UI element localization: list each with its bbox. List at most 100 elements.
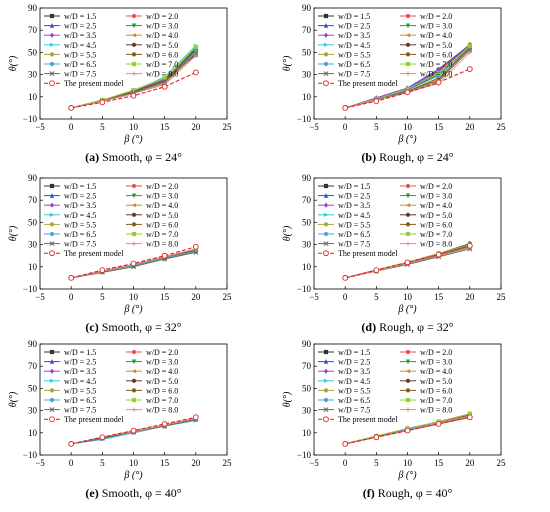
x-tick-label: 5	[374, 292, 379, 302]
legend-marker	[49, 416, 55, 423]
legend-entry: w/D = 4.0	[400, 367, 452, 376]
legend-label: w/D = 2.5	[64, 358, 96, 367]
legend-marker	[131, 241, 137, 246]
legend-marker	[405, 183, 411, 189]
data-point	[405, 86, 410, 92]
legend-marker	[323, 407, 329, 413]
x-tick-label: 10	[129, 292, 139, 302]
legend-entry: w/D = 3.0	[126, 358, 178, 367]
legend-label: w/D = 7.0	[420, 396, 452, 405]
legend-marker	[405, 193, 411, 199]
legend-entry: w/D = 5.5	[318, 220, 370, 229]
legend-entry: w/D = 3.0	[126, 192, 178, 201]
legend-marker	[405, 369, 411, 374]
legend-entry: w/D = 6.5	[318, 230, 370, 239]
legend-marker	[323, 359, 329, 364]
legend-entry: w/D = 5.5	[44, 220, 96, 229]
legend-marker	[323, 13, 329, 19]
data-point	[162, 75, 167, 81]
legend-label: w/D = 6.5	[338, 60, 370, 69]
x-tick-label: 15	[434, 122, 444, 132]
legend-entry: w/D = 5.0	[400, 211, 452, 220]
legend-marker	[405, 71, 411, 76]
legend-marker	[131, 61, 137, 67]
legend-marker	[323, 61, 329, 67]
data-point	[161, 421, 168, 427]
x-tick-label: 10	[403, 122, 413, 132]
legend-entry: w/D = 3.0	[126, 22, 178, 31]
legend-label: w/D = 4.5	[338, 211, 370, 220]
legend-entry: w/D = 4.0	[400, 201, 452, 210]
caption-letter: (d)	[361, 320, 376, 334]
y-tick-label: 10	[302, 92, 312, 102]
caption-letter: (e)	[85, 486, 98, 500]
y-tick-label: 30	[302, 70, 312, 80]
legend-label: w/D = 8.0	[146, 240, 178, 249]
data-point	[192, 69, 199, 76]
legend-label: w/D = 6.5	[338, 396, 370, 405]
legend-label: w/D = 4.5	[338, 377, 370, 386]
data-point	[467, 411, 472, 417]
legend-entry: w/D = 6.5	[44, 230, 96, 239]
legend-marker	[323, 202, 329, 208]
legend-marker	[323, 32, 329, 38]
legend-label: w/D = 1.5	[64, 12, 96, 21]
data-point	[466, 414, 473, 421]
legend-label: The present model	[64, 415, 124, 424]
legend-marker	[131, 407, 137, 412]
legend-marker	[131, 369, 137, 374]
y-axis-label: θ(°)	[8, 225, 19, 241]
legend-label: w/D = 6.0	[420, 50, 452, 59]
legend-label: w/D = 7.5	[64, 240, 96, 249]
legend-entry: w/D = 8.0	[126, 70, 178, 79]
x-tick-label: 15	[160, 122, 170, 132]
legend-label: w/D = 2.0	[146, 348, 178, 357]
legend-entry: w/D = 6.5	[44, 60, 96, 69]
legend-entry: w/D = 7.5	[44, 406, 96, 415]
legend-label: w/D = 5.5	[338, 386, 370, 395]
legend-marker	[49, 71, 55, 77]
y-tick-label: 30	[28, 240, 38, 250]
x-tick-label: 15	[434, 458, 444, 468]
legend-entry: w/D = 5.5	[318, 386, 370, 395]
y-tick-label: 90	[302, 3, 312, 13]
legend-entry: w/D = 3.5	[44, 367, 96, 376]
series-line-14	[345, 245, 470, 279]
legend-marker	[49, 80, 55, 87]
legend-marker	[49, 241, 55, 247]
x-tick-label: 0	[343, 458, 348, 468]
data-point	[404, 427, 411, 434]
y-tick-label: 30	[302, 240, 312, 250]
legend-marker	[323, 241, 329, 247]
data-point	[435, 421, 442, 427]
data-point	[99, 434, 106, 441]
legend-marker	[405, 388, 411, 393]
legend-marker	[405, 407, 411, 412]
legend-label: w/D = 7.0	[420, 60, 452, 69]
legend-entry: w/D = 7.0	[126, 230, 178, 239]
y-tick-label: 50	[28, 217, 38, 227]
caption-letter: (f)	[363, 486, 375, 500]
legend-label: w/D = 3.5	[338, 31, 370, 40]
legend-marker	[323, 212, 329, 217]
legend-marker	[49, 61, 55, 67]
legend-marker	[323, 388, 329, 393]
panel-caption: (e) Smooth, φ = 40°	[85, 486, 181, 500]
legend-marker	[405, 222, 411, 227]
legend-label: w/D = 3.0	[146, 358, 178, 367]
legend-marker	[323, 183, 329, 189]
legend-label: w/D = 3.5	[64, 31, 96, 40]
y-tick-label: 50	[302, 47, 312, 57]
x-tick-label: −5	[309, 458, 319, 468]
legend-entry: w/D = 6.5	[44, 396, 96, 405]
data-point	[192, 414, 199, 421]
legend-entry: w/D = 3.5	[44, 31, 96, 40]
legend-marker	[49, 52, 55, 57]
legend-entry: w/D = 5.0	[400, 41, 452, 50]
legend-label: w/D = 5.0	[420, 41, 452, 50]
legend-entry: w/D = 7.0	[400, 230, 452, 239]
legend-entry: w/D = 2.0	[400, 348, 452, 357]
x-tick-label: 5	[100, 458, 105, 468]
data-point	[193, 249, 199, 255]
legend-label: w/D = 3.5	[64, 367, 96, 376]
